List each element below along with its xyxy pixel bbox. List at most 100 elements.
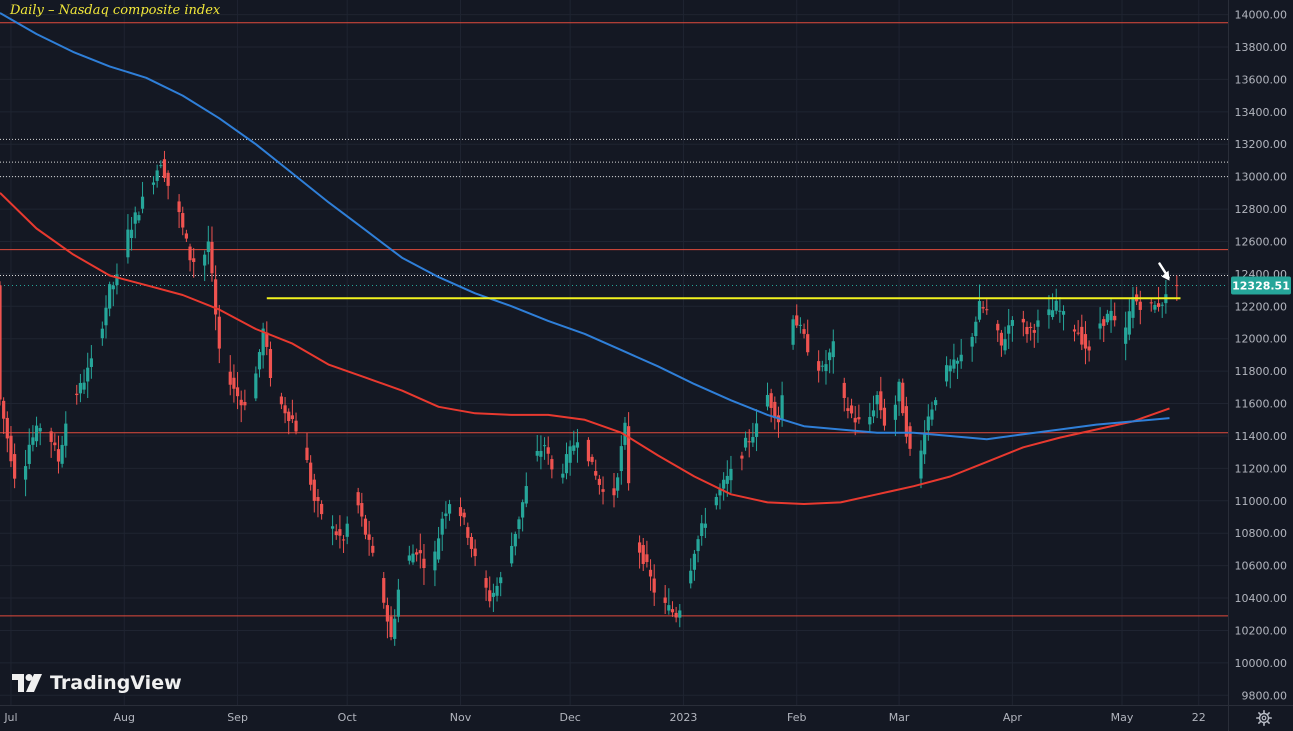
candle-body bbox=[104, 307, 108, 326]
candle-body bbox=[1010, 320, 1014, 326]
candle-body bbox=[60, 444, 64, 464]
candle-body bbox=[9, 435, 13, 462]
candle-body bbox=[590, 456, 594, 462]
candle-body bbox=[670, 609, 675, 613]
candle-body bbox=[1025, 326, 1029, 335]
candle-body bbox=[539, 450, 543, 457]
candle-body bbox=[948, 365, 952, 372]
candle-body bbox=[743, 437, 748, 448]
candle-body bbox=[740, 455, 744, 459]
candle-body bbox=[1003, 339, 1007, 351]
candle-body bbox=[64, 423, 68, 446]
candle-body bbox=[1127, 311, 1131, 335]
moving-average-red bbox=[0, 192, 1170, 505]
candle-body bbox=[773, 401, 777, 419]
x-tick-label: Apr bbox=[1003, 711, 1023, 724]
candle-body bbox=[1098, 323, 1102, 329]
y-tick-label: 10200.00 bbox=[1235, 624, 1288, 637]
candle-body bbox=[436, 538, 441, 560]
candle-body bbox=[586, 439, 591, 462]
candle-body bbox=[977, 301, 982, 320]
candle-body bbox=[100, 328, 104, 339]
x-tick-label: 2023 bbox=[669, 711, 697, 724]
candle-body bbox=[447, 504, 452, 514]
candle-body bbox=[1131, 297, 1135, 318]
y-tick-label: 12600.00 bbox=[1235, 235, 1288, 248]
settings-gear-icon[interactable] bbox=[1256, 710, 1272, 726]
candle-body bbox=[652, 578, 656, 593]
arrow-annotation bbox=[1158, 262, 1170, 281]
candle-body bbox=[564, 454, 569, 474]
y-tick-label: 11600.00 bbox=[1235, 398, 1288, 411]
candle-body bbox=[188, 246, 192, 261]
candle-body bbox=[499, 577, 503, 584]
candle-body bbox=[985, 309, 989, 311]
candle-body bbox=[111, 285, 115, 290]
candle-body bbox=[49, 431, 53, 442]
candle-body bbox=[1050, 310, 1055, 318]
candle-body bbox=[89, 358, 93, 367]
candle-body bbox=[970, 336, 974, 347]
y-tick-label: 11200.00 bbox=[1235, 462, 1288, 475]
candle-body bbox=[210, 241, 214, 274]
candle-body bbox=[601, 489, 605, 492]
candle-body bbox=[718, 488, 722, 496]
candle-body bbox=[1087, 346, 1091, 351]
vertical-grid bbox=[10, 0, 1200, 705]
candle-body bbox=[23, 466, 28, 480]
candle-body bbox=[568, 446, 572, 463]
y-tick-label: 10400.00 bbox=[1235, 592, 1288, 605]
y-tick-label: 9800.00 bbox=[1242, 689, 1288, 702]
x-tick-label: Jul bbox=[3, 711, 17, 724]
candle-body bbox=[893, 404, 898, 420]
candle-body bbox=[5, 417, 9, 439]
candle-body bbox=[294, 420, 298, 432]
candle-body bbox=[115, 274, 119, 286]
y-tick-label: 11800.00 bbox=[1235, 365, 1288, 378]
candle-body bbox=[192, 258, 196, 262]
candle-body bbox=[806, 334, 810, 353]
candle-body bbox=[1102, 319, 1106, 326]
candle-body bbox=[232, 377, 236, 389]
candle-body bbox=[177, 201, 181, 213]
candle-body bbox=[1083, 334, 1088, 349]
candle-body bbox=[151, 182, 156, 185]
candle-body bbox=[407, 555, 411, 561]
candle-body bbox=[627, 426, 631, 484]
candle-body bbox=[561, 473, 565, 478]
candle-body bbox=[1036, 320, 1040, 327]
candle-body bbox=[725, 475, 729, 484]
candle-body bbox=[0, 285, 2, 400]
candle-body bbox=[1175, 285, 1179, 287]
candle-body bbox=[996, 323, 1000, 331]
candle-body bbox=[268, 349, 273, 379]
candle-body bbox=[1021, 318, 1025, 323]
candle-body bbox=[780, 395, 784, 420]
candle-body bbox=[901, 382, 905, 414]
candle-body bbox=[1029, 326, 1033, 328]
candle-body bbox=[703, 523, 707, 528]
candle-body bbox=[769, 393, 773, 408]
candle-body bbox=[181, 213, 185, 228]
candle-body bbox=[517, 519, 521, 529]
candle-body bbox=[729, 468, 733, 481]
candle-body bbox=[853, 417, 857, 423]
candle-body bbox=[473, 548, 477, 557]
candle-body bbox=[162, 159, 167, 178]
candle-body bbox=[422, 558, 426, 569]
candle-body bbox=[594, 471, 598, 476]
moving-average-blue bbox=[0, 12, 1170, 441]
candle-body bbox=[597, 478, 601, 485]
y-tick-label: 14000.00 bbox=[1235, 9, 1288, 22]
candle-body bbox=[239, 399, 243, 406]
candle-body bbox=[919, 450, 923, 479]
candle-body bbox=[1156, 303, 1161, 307]
candle-body bbox=[312, 479, 316, 501]
candle-body bbox=[159, 165, 163, 167]
candle-body bbox=[444, 513, 448, 517]
candle-body bbox=[393, 618, 397, 639]
candle-body bbox=[82, 382, 86, 390]
candle-body bbox=[356, 492, 360, 506]
y-tick-label: 13200.00 bbox=[1235, 138, 1288, 151]
